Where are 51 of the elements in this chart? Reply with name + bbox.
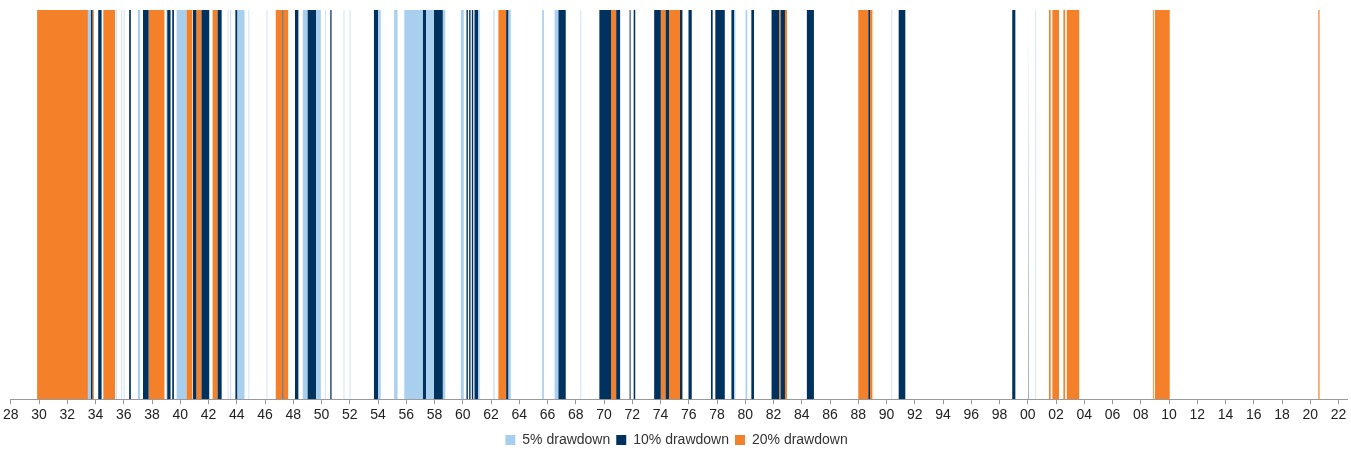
x-tick-label: 82 bbox=[765, 406, 782, 423]
x-tick-label: 30 bbox=[31, 406, 48, 423]
x-tick-label: 78 bbox=[709, 406, 726, 423]
x-tick-label: 60 bbox=[454, 406, 471, 423]
x-tick-label: 56 bbox=[398, 406, 415, 423]
x-tick-label: 16 bbox=[1245, 406, 1262, 423]
x-tick-label: 58 bbox=[426, 406, 443, 423]
x-tick-label: 06 bbox=[1104, 406, 1121, 423]
legend-label: 20% drawdown bbox=[751, 430, 848, 447]
x-tick-label: 92 bbox=[906, 406, 923, 423]
x-tick-label: 52 bbox=[341, 406, 358, 423]
x-tick-label: 76 bbox=[680, 406, 697, 423]
x-tick-label: 12 bbox=[1189, 406, 1206, 423]
x-tick-label: 86 bbox=[822, 406, 839, 423]
x-tick-label: 72 bbox=[624, 406, 641, 423]
x-tick-label: 94 bbox=[935, 406, 952, 423]
x-tick-label: 48 bbox=[285, 406, 302, 423]
x-tick-label: 80 bbox=[737, 406, 754, 423]
x-tick-label: 98 bbox=[991, 406, 1008, 423]
x-tick-label: 34 bbox=[87, 406, 104, 423]
x-tick-label: 42 bbox=[200, 406, 217, 423]
x-tick-label: 62 bbox=[483, 406, 500, 423]
x-tick-label: 44 bbox=[229, 406, 245, 423]
x-tick-label: 46 bbox=[257, 406, 274, 423]
x-tick-label: 64 bbox=[511, 406, 528, 423]
x-tick-label: 28 bbox=[3, 406, 19, 423]
x-tick-label: 14 bbox=[1217, 406, 1234, 423]
legend-label: 10% drawdown bbox=[633, 430, 729, 447]
x-tick-label: 54 bbox=[370, 406, 387, 423]
x-tick-label: 84 bbox=[793, 406, 810, 423]
x-tick-label: 50 bbox=[313, 406, 330, 423]
x-tick-label: 40 bbox=[172, 406, 189, 423]
x-tick-label: 02 bbox=[1048, 406, 1065, 423]
x-tick-label: 20 bbox=[1302, 406, 1319, 423]
x-tick-label: 38 bbox=[144, 406, 161, 423]
x-tick-label: 04 bbox=[1076, 406, 1093, 423]
x-tick-label: 68 bbox=[567, 406, 584, 423]
x-tick-label: 74 bbox=[652, 406, 669, 423]
x-tick-label: 32 bbox=[59, 406, 76, 423]
x-tick-label: 18 bbox=[1274, 406, 1291, 423]
x-tick-label: 36 bbox=[116, 406, 132, 423]
x-tick-label: 88 bbox=[850, 406, 867, 423]
x-tick-label: 00 bbox=[1019, 406, 1036, 423]
x-tick-label: 90 bbox=[878, 406, 895, 423]
legend-label: 5% drawdown bbox=[522, 430, 611, 447]
x-tick-label: 70 bbox=[596, 406, 613, 423]
x-tick-label: 96 bbox=[963, 406, 980, 423]
x-tick-label: 66 bbox=[539, 406, 556, 423]
x-tick-label: 08 bbox=[1132, 406, 1149, 423]
x-tick-label: 10 bbox=[1161, 406, 1178, 423]
x-tick-label: 22 bbox=[1330, 406, 1347, 423]
